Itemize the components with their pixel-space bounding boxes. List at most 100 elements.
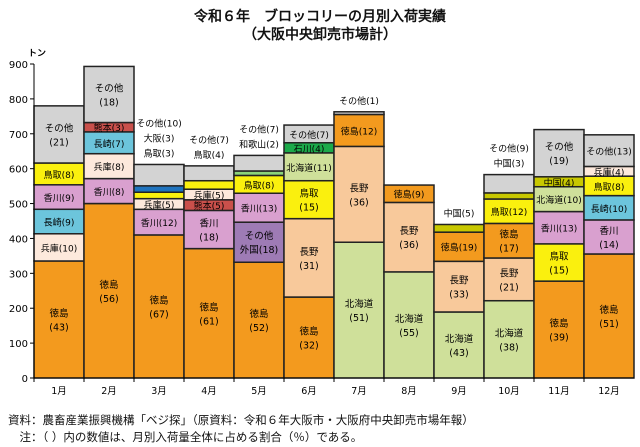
x-tick-label: 5月	[251, 386, 267, 397]
segment-label: (17)	[499, 244, 519, 255]
segment-label: (19)	[549, 156, 569, 167]
bar-segment	[233, 221, 285, 264]
segment-label: 石川(4)	[294, 145, 325, 155]
outside-label: 鳥取(4)	[194, 149, 225, 161]
bar-segment	[483, 192, 535, 200]
bar-segment	[133, 191, 185, 200]
segment-label: 鳥取(8)	[244, 179, 275, 191]
segment-label: (36)	[399, 240, 419, 251]
outside-label: その他(7)	[239, 123, 279, 135]
segment-label: 北海道	[495, 327, 524, 339]
segment-label: 鳥取(8)	[594, 181, 625, 193]
y-tick-label: 900	[9, 60, 28, 71]
segment-label: (33)	[449, 290, 469, 301]
segment-label: 徳島(12)	[341, 125, 377, 137]
outside-label: 中国(5)	[444, 207, 475, 219]
y-tick-label: 700	[9, 130, 28, 141]
x-tick-label: 1月	[51, 386, 67, 397]
bar-segment	[383, 201, 435, 273]
x-tick-label: 12月	[598, 386, 620, 397]
segment-label: (55)	[399, 328, 419, 339]
x-tick-label: 6月	[301, 386, 317, 397]
segment-label: 兵庫(8)	[94, 161, 125, 173]
segment-label: 香川(12)	[141, 218, 177, 229]
segment-label: その他(13)	[586, 146, 631, 158]
segment-label: (61)	[199, 316, 219, 327]
segment-label: (18)	[199, 233, 219, 244]
bar-segment	[533, 128, 585, 178]
segment-label: (21)	[49, 137, 69, 148]
segment-label: (32)	[299, 341, 319, 352]
segment-label: 徳島	[299, 326, 318, 338]
segment-label: (56)	[99, 294, 119, 305]
segment-label: 長崎(7)	[94, 138, 125, 150]
segment-label: 香川	[599, 226, 618, 237]
y-tick-label: 400	[9, 234, 28, 245]
segment-label: 北海道(11)	[286, 162, 331, 174]
bar-segment	[183, 165, 235, 182]
y-tick-label: 600	[9, 165, 28, 176]
bar-segment	[83, 65, 135, 124]
segment-label: 外国(18)	[240, 244, 279, 256]
chart-subtitle: （大阪中央卸売市場計）	[243, 27, 397, 43]
segment-label: 徳島	[549, 318, 568, 330]
segment-label: 香川	[199, 219, 218, 230]
segment-label: 徳島	[49, 307, 68, 319]
segment-label: 長野	[349, 183, 369, 194]
segment-label: 兵庫(5)	[194, 190, 225, 202]
segment-label: 北海道	[345, 298, 374, 310]
bar-segment	[33, 105, 85, 164]
bar-segment	[383, 184, 435, 204]
segment-label: 徳島	[99, 279, 118, 291]
segment-label: 熊本(5)	[194, 200, 225, 212]
y-tick-label: 300	[9, 269, 28, 280]
y-tick-label: 500	[9, 200, 28, 211]
bar-segment	[183, 179, 235, 190]
segment-label: (31)	[299, 261, 319, 272]
outside-label: 大阪(3)	[144, 132, 175, 144]
segment-label: 長野	[399, 226, 419, 237]
segment-label: (15)	[299, 203, 319, 214]
bar-segment	[333, 111, 385, 116]
chart-title: 令和６年 ブロッコリーの月別入荷実績	[194, 9, 446, 25]
segment-label: 鳥取	[549, 250, 569, 262]
bar-segment	[233, 192, 285, 223]
segment-label: その他	[245, 230, 274, 242]
x-tick-label: 3月	[151, 386, 167, 397]
segment-label: 兵庫(4)	[594, 166, 625, 178]
segment-label: (18)	[99, 97, 119, 108]
x-tick-label: 4月	[201, 386, 217, 397]
bar-segment	[283, 179, 335, 220]
segment-label: その他	[45, 122, 74, 134]
segment-label: (67)	[149, 309, 169, 320]
segment-label: (39)	[549, 333, 569, 344]
bar-segment	[233, 261, 285, 379]
segment-label: 徳島(9)	[394, 189, 425, 201]
bar-segment	[183, 209, 235, 250]
segment-label: その他	[545, 141, 574, 153]
segment-label: (38)	[499, 342, 519, 353]
bar-segment	[583, 194, 635, 221]
segment-label: 徳島	[149, 294, 168, 306]
segment-label: その他(7)	[289, 129, 329, 141]
bar-segment	[483, 222, 535, 259]
segment-label: (15)	[549, 265, 569, 276]
segment-label: 兵庫(10)	[41, 242, 77, 254]
segment-label: (36)	[349, 197, 369, 208]
bar-segment	[133, 234, 185, 379]
segment-label: その他	[95, 82, 124, 94]
outside-label: その他(9)	[489, 143, 529, 155]
segment-label: 長野	[299, 247, 319, 258]
bar-segment	[433, 223, 485, 233]
y-axis-unit: トン	[28, 48, 46, 59]
segment-label: (52)	[249, 323, 269, 334]
segment-label: 熊本(3)	[94, 122, 125, 134]
segment-label: 香川(13)	[541, 224, 577, 235]
segment-label: 長野	[449, 276, 469, 287]
segment-label: 徳島	[599, 304, 618, 316]
y-tick-label: 200	[9, 304, 28, 315]
segment-label: 徳島(19)	[441, 242, 477, 254]
x-tick-label: 2月	[101, 386, 117, 397]
outside-label: 鳥取(3)	[144, 147, 175, 159]
